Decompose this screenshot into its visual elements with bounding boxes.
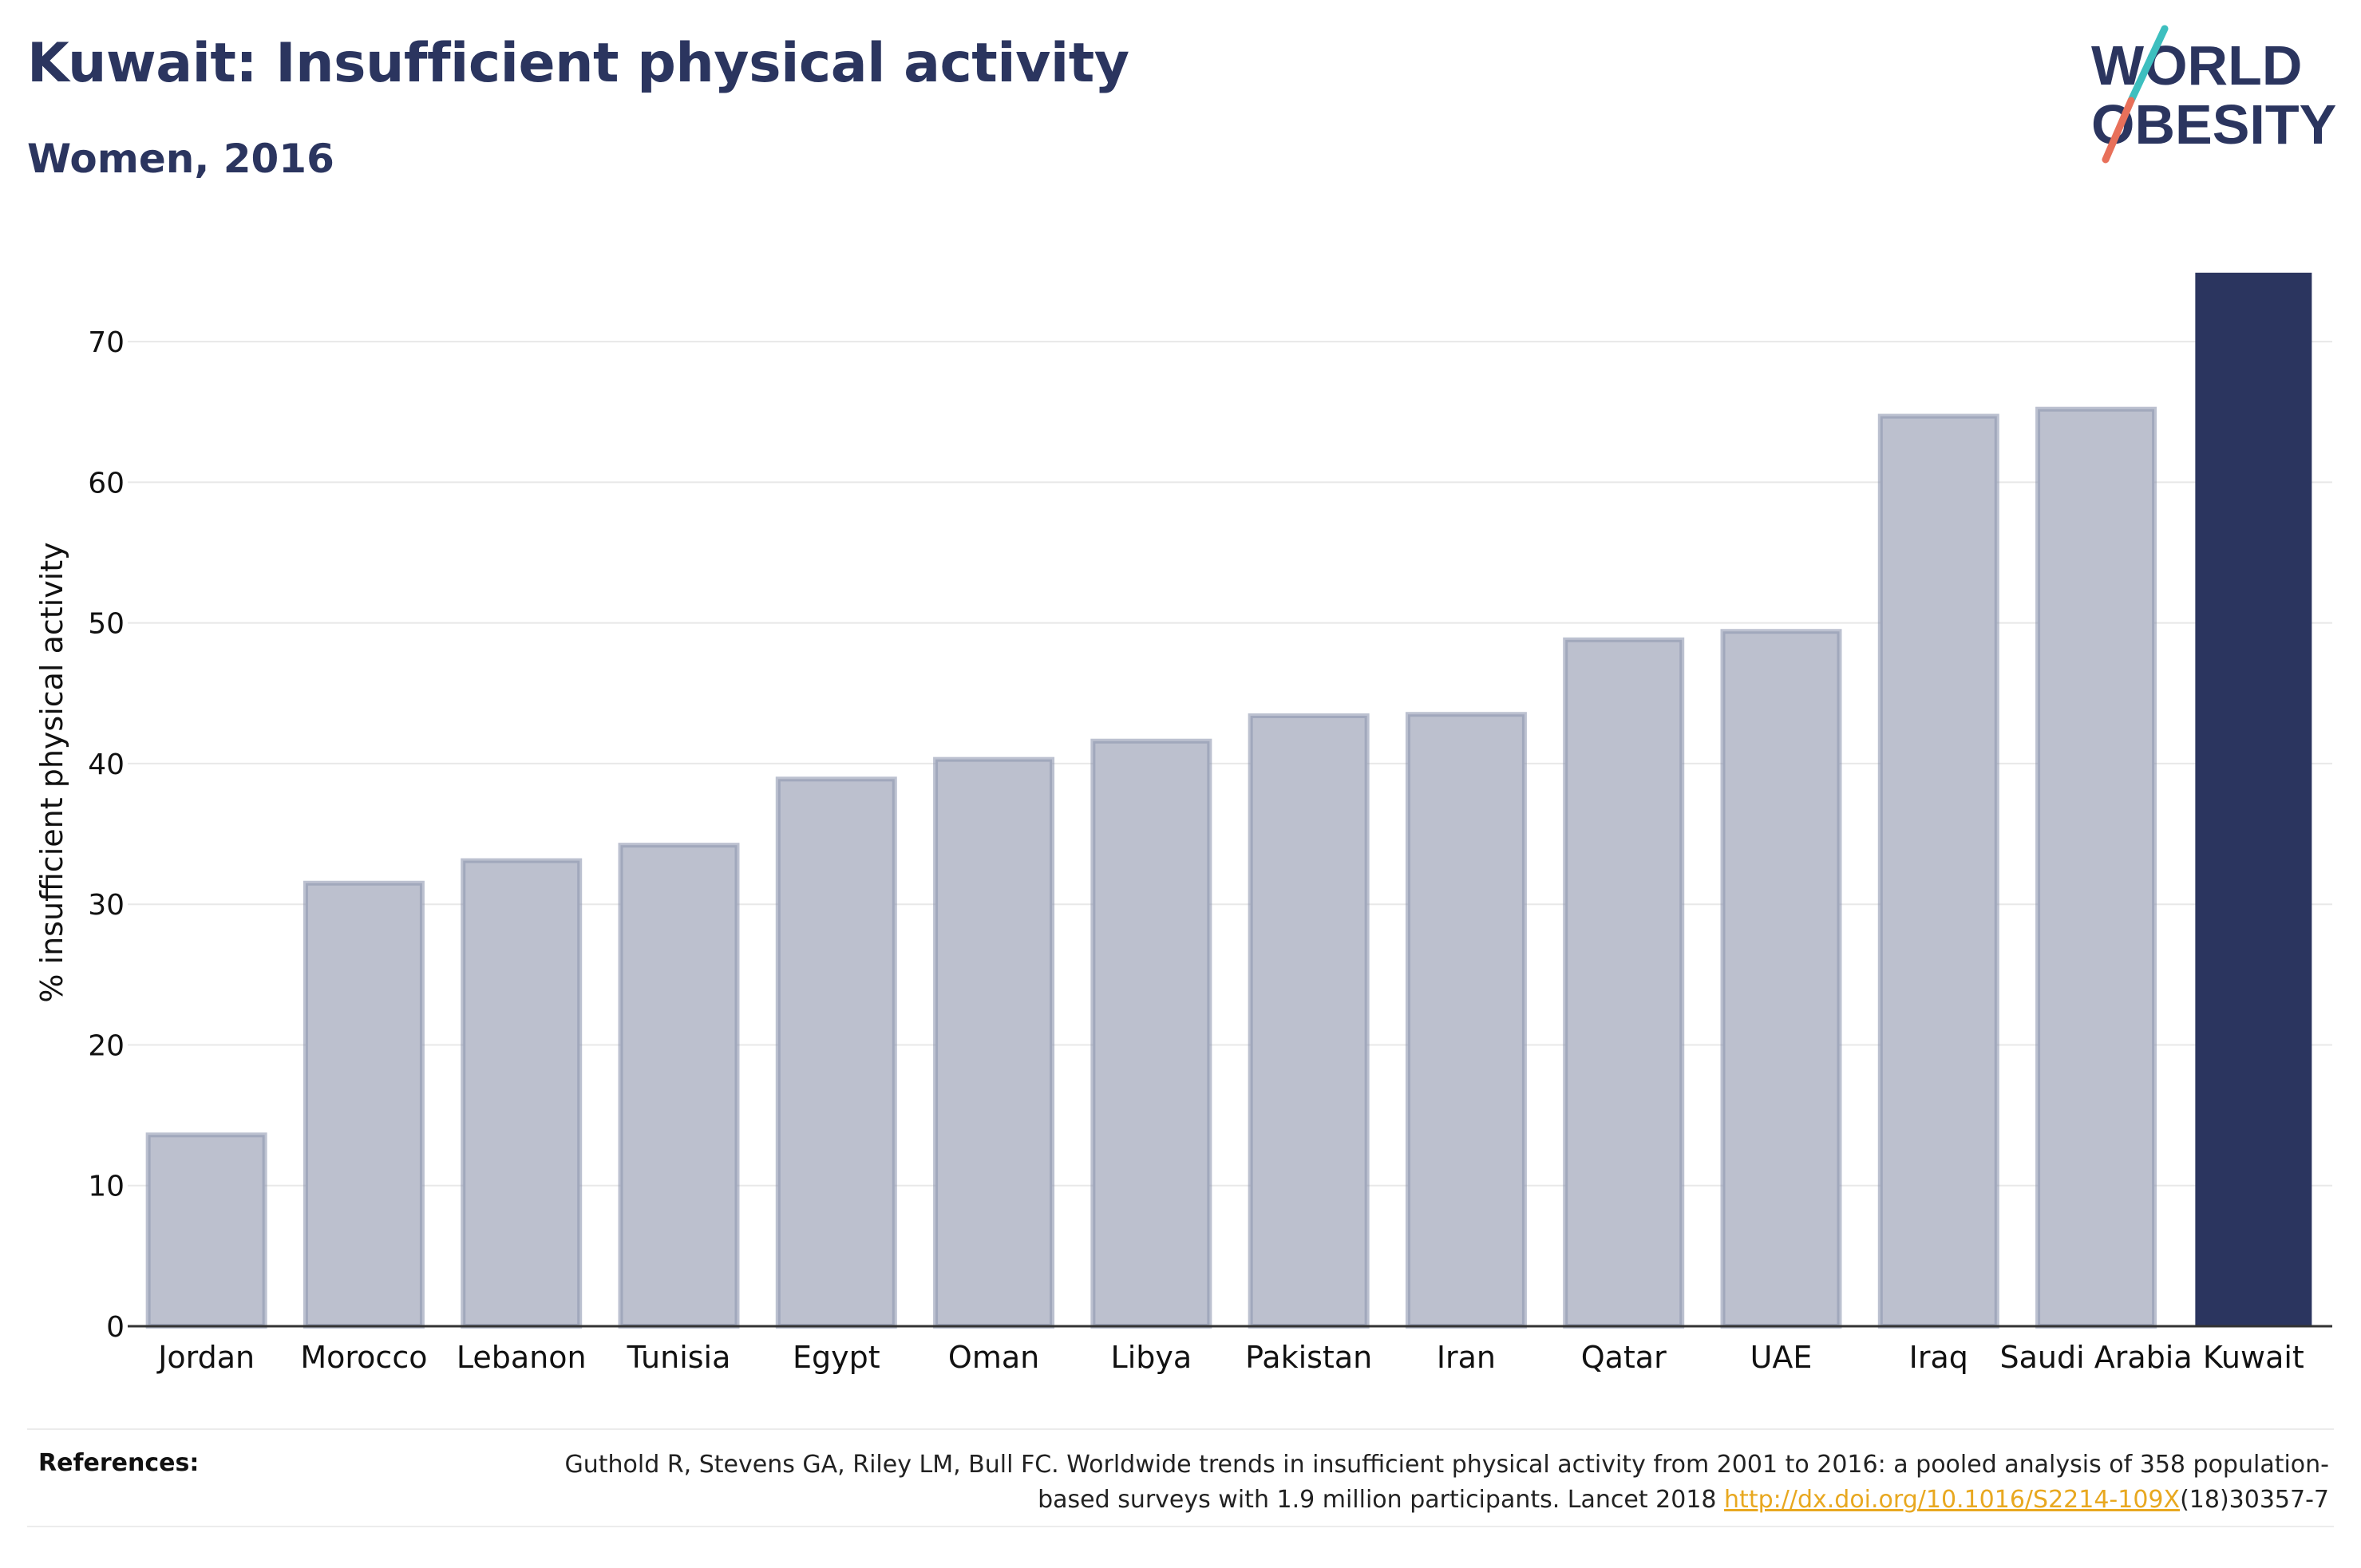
reference-citation-end: (18)30357-7 (2180, 1486, 2329, 1514)
x-tick-label: Jordan (156, 1340, 255, 1375)
footer-divider-top (27, 1428, 2334, 1430)
x-tick-label: Morocco (300, 1340, 427, 1375)
chart-title: Kuwait: Insufficient physical activity (27, 32, 1129, 95)
bar-iran (1405, 712, 1527, 1329)
bar-lebanon (461, 858, 583, 1329)
footer-divider-bottom (27, 1526, 2334, 1527)
bar-libya (1090, 738, 1212, 1329)
bar-qatar (1563, 637, 1685, 1329)
x-tick-label: Iraq (1909, 1340, 1968, 1375)
world-obesity-logo: WORLD OBESITY (2091, 25, 2336, 164)
bars (145, 272, 2312, 1329)
bar-egypt (775, 776, 897, 1329)
bar-kuwait (2195, 272, 2312, 1326)
chart-subtitle: Women, 2016 (27, 136, 334, 182)
x-tick-label: Libya (1111, 1340, 1192, 1375)
bar-oman (933, 756, 1055, 1329)
x-tick-label: Oman (948, 1340, 1039, 1375)
logo-slash-top (2127, 25, 2169, 105)
bar-morocco (303, 880, 425, 1329)
x-tick-labels: Jordan Morocco Lebanon Tunisia Egypt Oman Liby… (156, 1340, 2304, 1375)
y-tick-label: 20 (88, 1029, 125, 1062)
y-tick-label: 60 (88, 467, 125, 500)
x-tick-label: Saudi Arabia (2000, 1340, 2193, 1375)
x-tick-label: Tunisia (627, 1340, 731, 1375)
bar-saudi-arabia (2035, 406, 2157, 1329)
y-tick-label: 70 (88, 326, 125, 359)
reference-citation: Guthold R, Stevens GA, Riley LM, Bull FC… (564, 1451, 2329, 1514)
bar-jordan (145, 1132, 267, 1329)
x-tick-label: Egypt (793, 1340, 880, 1375)
bar-chart: 0 10 20 30 40 50 60 70 Jordan Morocco Lebanon Tuni… (34, 272, 2332, 1375)
y-tick-label: 0 (106, 1311, 125, 1344)
references-label: References: (38, 1449, 200, 1477)
bar-uae (1720, 629, 1842, 1329)
references-text: Guthold R, Stevens GA, Riley LM, Bull FC… (493, 1448, 2329, 1518)
y-axis-label: % insufficient physical activity (34, 542, 69, 1002)
x-tick-label: Kuwait (2203, 1340, 2304, 1375)
y-tick-label: 50 (88, 608, 125, 641)
reference-link[interactable]: http://dx.doi.org/10.1016/S2214-109X (1724, 1486, 2181, 1514)
bar-iraq (1877, 413, 1999, 1329)
y-tick-label: 30 (88, 889, 125, 922)
bar-tunisia (618, 843, 740, 1329)
x-tick-label: UAE (1750, 1340, 1813, 1375)
y-tick-label: 40 (88, 748, 125, 781)
x-tick-label: Qatar (1581, 1340, 1667, 1375)
logo-slash-bottom (2102, 97, 2135, 164)
y-tick-labels: 0 10 20 30 40 50 60 70 (88, 326, 125, 1344)
x-tick-label: Lebanon (457, 1340, 587, 1375)
logo-line1: WORLD (2091, 34, 2302, 97)
x-tick-label: Pakistan (1245, 1340, 1372, 1375)
x-tick-label: Iran (1437, 1340, 1496, 1375)
y-tick-label: 10 (88, 1171, 125, 1203)
bar-pakistan (1248, 713, 1370, 1329)
grid-lines (128, 341, 2332, 1187)
